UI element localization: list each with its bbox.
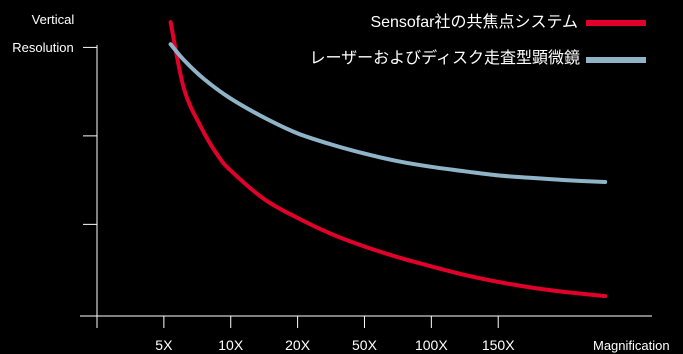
x-axis-label: Magnification — [593, 338, 670, 353]
y-axis-label-line-2: Resolution — [12, 40, 73, 55]
legend: Sensofar社の共焦点システム レーザーおよびディスク走査型顕微鏡 — [309, 13, 646, 67]
series-line-2 — [168, 42, 608, 184]
x-tick-label-10X: 10X — [218, 337, 244, 353]
x-tick-label-150X: 150X — [482, 337, 515, 353]
axes — [80, 45, 652, 317]
legend-label-confocal: Sensofar社の共焦点システム — [370, 13, 578, 31]
x-tick-label-50X: 50X — [352, 337, 378, 353]
legend-swatch-laser-disk — [586, 57, 646, 63]
series-lines — [168, 20, 608, 299]
y-ticks — [83, 46, 97, 225]
legend-label-laser-disk: レーザーおよびディスク走査型顕微鏡 — [309, 48, 580, 67]
x-tick-label-100X: 100X — [415, 337, 448, 353]
y-axis-label-line-1: Vertical — [32, 12, 75, 27]
series-line-1 — [168, 20, 608, 299]
legend-swatch-confocal — [586, 20, 646, 26]
x-tick-labels: 5X 10X 20X 50X 100X 150X — [155, 337, 515, 353]
x-tick-label-5X: 5X — [155, 337, 173, 353]
x-ticks — [96, 316, 499, 328]
x-tick-label-20X: 20X — [285, 337, 311, 353]
